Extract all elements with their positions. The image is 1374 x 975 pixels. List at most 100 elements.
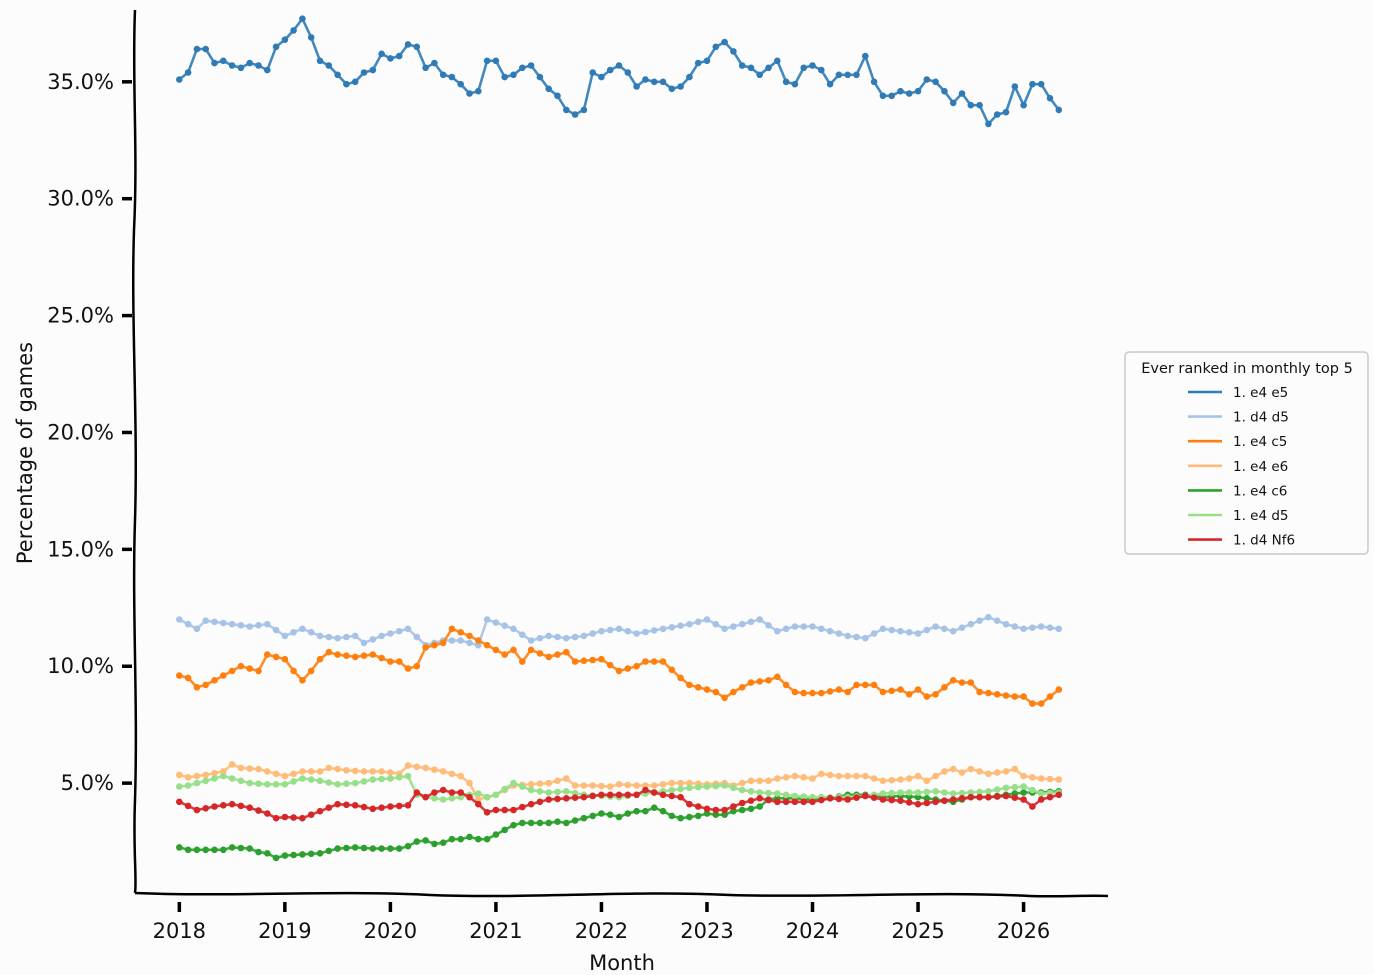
data-point: [299, 15, 306, 22]
data-point: [404, 41, 412, 48]
data-point: [378, 845, 385, 852]
data-point: [554, 818, 561, 825]
data-point: [448, 625, 456, 633]
data-point: [237, 777, 245, 785]
data-point: [404, 842, 412, 850]
data-point: [334, 651, 341, 658]
data-point: [457, 629, 465, 636]
data-point: [299, 625, 306, 633]
data-point: [1029, 803, 1036, 810]
data-point: [264, 850, 271, 857]
data-point: [580, 782, 588, 789]
data-point: [387, 775, 394, 782]
data-point: [193, 772, 201, 780]
data-point: [694, 812, 702, 820]
data-point: [510, 625, 517, 633]
data-point: [879, 92, 887, 100]
data-point: [747, 777, 755, 785]
data-point: [307, 850, 315, 858]
data-point: [255, 848, 262, 856]
data-point: [721, 694, 728, 702]
data-point: [791, 772, 799, 780]
data-point: [527, 800, 535, 808]
data-point: [483, 57, 491, 65]
data-point: [299, 677, 306, 684]
data-point: [1020, 789, 1027, 796]
data-point: [184, 802, 192, 810]
data-point: [228, 761, 236, 768]
y-tick-label: 30.0%: [47, 187, 114, 211]
data-point: [835, 71, 843, 79]
data-point: [782, 791, 790, 799]
data-point: [378, 775, 385, 783]
data-point: [774, 57, 781, 65]
data-point: [281, 36, 289, 43]
data-point: [325, 62, 333, 69]
data-point: [782, 78, 790, 86]
data-point: [545, 653, 552, 661]
data-point: [844, 632, 851, 640]
data-point: [791, 623, 799, 630]
data-point: [949, 99, 957, 107]
data-point: [967, 101, 975, 109]
data-point: [677, 779, 684, 787]
data-point: [448, 770, 456, 778]
data-point: [642, 807, 649, 815]
data-point: [774, 790, 781, 797]
data-point: [782, 681, 790, 689]
data-point: [536, 819, 544, 827]
data-point: [967, 620, 975, 628]
data-point: [325, 633, 333, 641]
data-point: [264, 781, 271, 788]
data-point: [483, 793, 491, 801]
data-point: [439, 786, 447, 794]
data-point: [985, 788, 992, 795]
data-point: [1020, 772, 1027, 780]
data-point: [519, 64, 526, 72]
data-point: [176, 76, 183, 83]
data-point: [220, 802, 227, 809]
data-point: [211, 803, 218, 810]
data-point: [334, 765, 341, 773]
data-point: [905, 629, 913, 636]
data-point: [369, 768, 377, 775]
data-point: [1055, 791, 1063, 799]
data-point: [307, 776, 315, 783]
data-point: [589, 630, 596, 637]
data-point: [237, 64, 245, 72]
x-tick-label: 2018: [153, 919, 206, 943]
data-point: [176, 672, 183, 679]
data-point: [800, 689, 807, 697]
data-point: [818, 796, 825, 804]
data-point: [387, 658, 394, 665]
data-point: [976, 793, 983, 801]
data-point: [809, 689, 816, 697]
data-point: [905, 691, 913, 698]
data-point: [307, 629, 315, 636]
data-point: [316, 777, 324, 785]
data-point: [853, 633, 860, 641]
data-point: [545, 789, 552, 796]
data-point: [264, 810, 271, 817]
data-point: [598, 782, 605, 790]
data-point: [606, 661, 614, 669]
data-point: [211, 775, 218, 782]
data-point: [272, 43, 280, 51]
data-point: [905, 775, 913, 782]
data-point: [589, 812, 596, 820]
data-point: [941, 87, 948, 95]
data-point: [721, 625, 728, 633]
data-point: [958, 795, 966, 802]
data-point: [659, 807, 667, 815]
data-point: [941, 768, 948, 775]
legend-entry: 1. e4 d5: [1233, 508, 1289, 524]
data-point: [668, 624, 676, 631]
data-point: [791, 688, 799, 696]
data-point: [633, 807, 640, 815]
data-point: [237, 844, 245, 852]
data-point: [958, 624, 966, 631]
data-point: [193, 625, 201, 633]
data-point: [395, 802, 403, 810]
data-point: [800, 623, 807, 630]
data-point: [985, 689, 992, 697]
